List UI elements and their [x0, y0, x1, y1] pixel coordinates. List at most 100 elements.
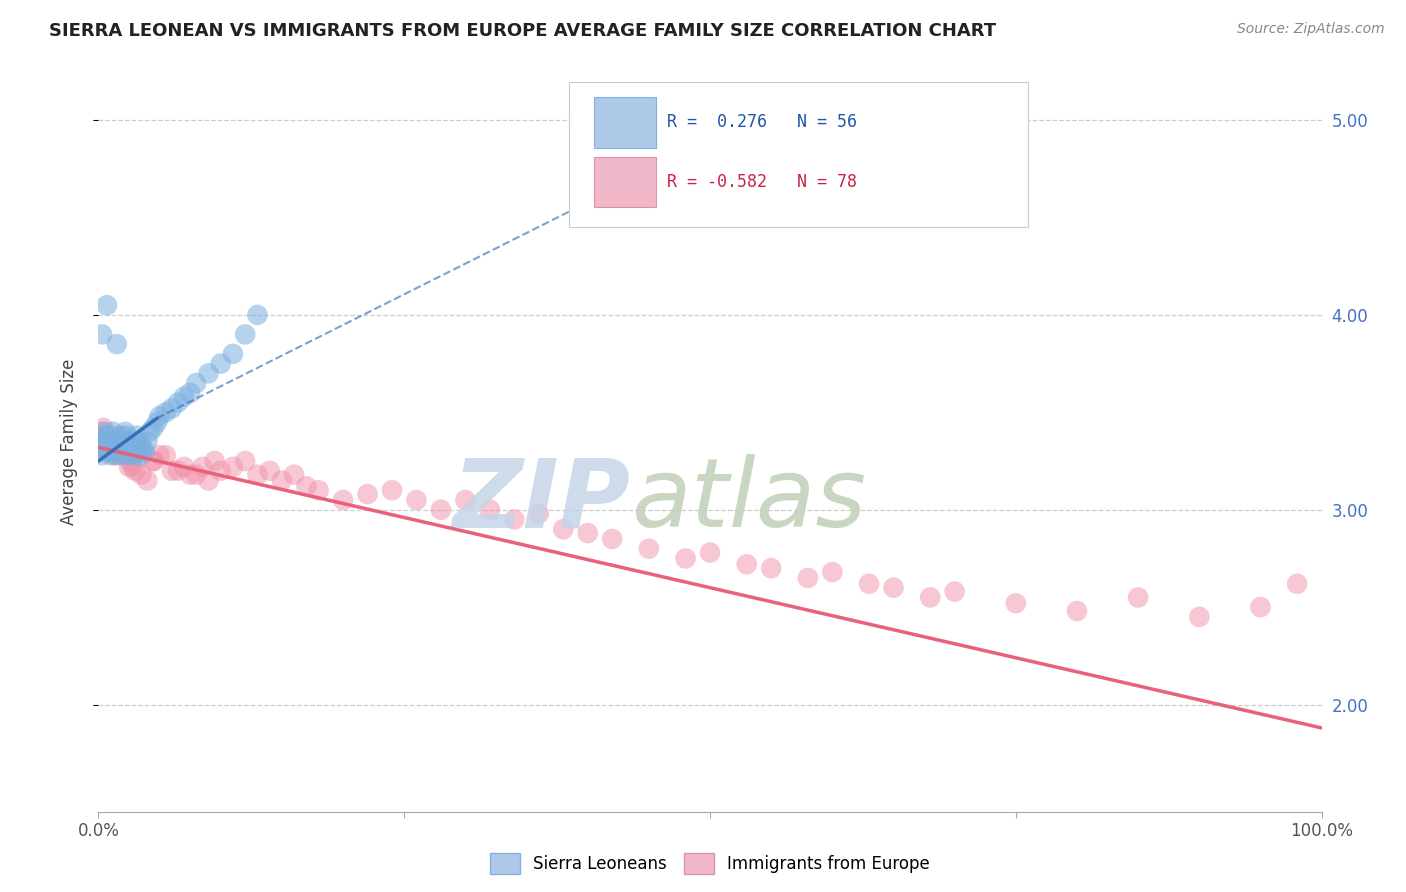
Point [103, 434, 125, 449]
Point [101, 444, 124, 458]
Point [430, 502, 453, 516]
Point [858, 576, 880, 591]
Point [91, 421, 114, 435]
Y-axis label: Average Family Size: Average Family Size [59, 359, 77, 524]
Point [90, 434, 112, 449]
Point [295, 479, 318, 493]
Point [108, 444, 131, 458]
Point [553, 522, 575, 536]
Point [246, 467, 269, 482]
Point [233, 327, 256, 342]
Point [105, 337, 128, 351]
Text: R =  0.276   N = 56: R = 0.276 N = 56 [668, 113, 858, 131]
Point [121, 459, 143, 474]
Point [91, 441, 114, 455]
Point [356, 487, 378, 501]
Point [197, 474, 219, 488]
Point [111, 448, 134, 462]
Point [120, 441, 142, 455]
Point [173, 390, 195, 404]
Point [100, 434, 122, 449]
Point [197, 367, 219, 381]
Point [96, 444, 118, 458]
Point [222, 347, 245, 361]
Point [117, 448, 139, 462]
Point [129, 444, 152, 458]
Point [93, 425, 115, 439]
FancyBboxPatch shape [593, 156, 657, 207]
Point [120, 454, 142, 468]
Point [97, 434, 120, 449]
Point [94, 441, 117, 455]
Point [675, 551, 697, 566]
Point [308, 483, 330, 498]
Point [129, 467, 152, 482]
Point [105, 448, 128, 462]
Point [1249, 600, 1271, 615]
Point [173, 459, 195, 474]
Point [160, 464, 183, 478]
Point [186, 376, 208, 390]
Point [920, 591, 942, 605]
Point [332, 493, 354, 508]
Point [128, 444, 150, 458]
Point [111, 434, 134, 449]
Point [120, 448, 142, 462]
Point [381, 483, 404, 498]
Point [134, 444, 156, 458]
Point [131, 441, 153, 455]
Point [943, 584, 966, 599]
Point [110, 441, 132, 455]
Point [283, 467, 305, 482]
Point [103, 448, 125, 462]
Point [503, 512, 526, 526]
Point [129, 448, 152, 462]
Point [142, 454, 165, 468]
Point [259, 464, 281, 478]
Point [111, 434, 134, 449]
Point [454, 493, 477, 508]
Point [191, 459, 214, 474]
Point [1286, 576, 1309, 591]
Point [270, 474, 294, 488]
Point [160, 401, 183, 416]
Point [1066, 604, 1088, 618]
Point [105, 434, 128, 449]
FancyBboxPatch shape [593, 97, 657, 147]
Point [142, 454, 165, 468]
Text: SIERRA LEONEAN VS IMMIGRANTS FROM EUROPE AVERAGE FAMILY SIZE CORRELATION CHART: SIERRA LEONEAN VS IMMIGRANTS FROM EUROPE… [49, 22, 997, 40]
Point [1004, 596, 1026, 610]
Text: ZIP: ZIP [453, 454, 630, 548]
Point [204, 454, 226, 468]
Point [104, 444, 127, 458]
Point [96, 434, 118, 449]
Point [101, 441, 124, 455]
Point [139, 425, 162, 439]
Point [209, 464, 232, 478]
Point [246, 308, 269, 322]
Point [149, 409, 172, 424]
Point [112, 448, 135, 462]
Point [107, 428, 129, 442]
Point [118, 434, 141, 449]
Point [101, 444, 124, 458]
Point [699, 546, 721, 560]
Point [124, 448, 146, 462]
Point [761, 561, 783, 575]
Point [155, 405, 177, 419]
Point [98, 441, 121, 455]
Point [100, 448, 122, 462]
Point [93, 428, 115, 442]
FancyBboxPatch shape [569, 82, 1028, 227]
Point [179, 385, 201, 400]
Point [797, 571, 820, 585]
Point [96, 298, 118, 312]
Point [91, 448, 114, 462]
Point [179, 467, 201, 482]
Point [94, 428, 117, 442]
Point [222, 459, 245, 474]
Text: Source: ZipAtlas.com: Source: ZipAtlas.com [1237, 22, 1385, 37]
Point [114, 425, 136, 439]
Point [821, 565, 844, 579]
Point [125, 428, 148, 442]
